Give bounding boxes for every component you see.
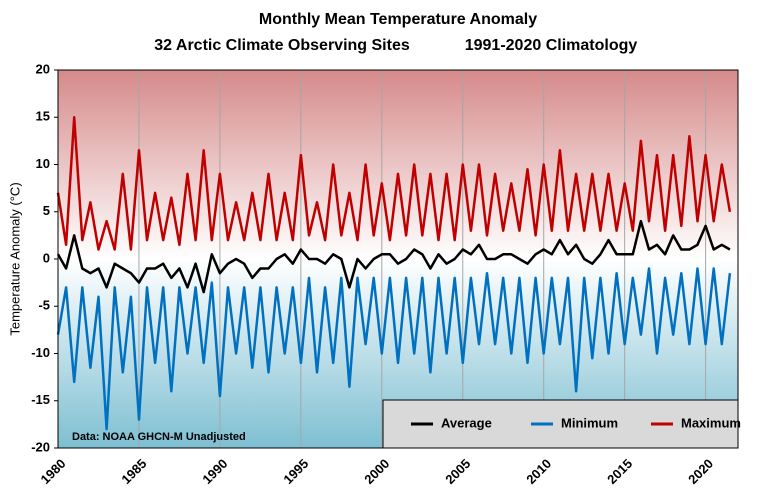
y-tick-label: 10 — [36, 156, 50, 171]
subtitle: 1991-2020 Climatology — [465, 37, 638, 54]
x-tick-label: 2020 — [685, 456, 716, 487]
x-tick-label: 2015 — [604, 456, 635, 487]
x-tick-label: 2010 — [523, 456, 554, 487]
x-tick-label: 2005 — [442, 456, 473, 487]
x-tick-label: 1985 — [118, 456, 149, 487]
y-tick-label: 20 — [36, 61, 50, 76]
y-tick-label: 5 — [43, 203, 50, 218]
y-tick-label: -5 — [38, 298, 50, 313]
data-line — [56, 116, 732, 251]
data-line — [56, 267, 732, 431]
y-tick-label: -20 — [31, 439, 50, 454]
legend-label: Maximum — [681, 415, 741, 430]
y-axis-label: Temperature Anomaly (°C) — [7, 182, 22, 335]
annotation: Data: NOAA GHCN-M Unadjusted — [72, 431, 246, 443]
x-tick-label: 2000 — [361, 456, 392, 487]
y-tick-label: -10 — [31, 345, 50, 360]
legend-label: Average — [441, 415, 492, 430]
legend-box — [382, 399, 739, 449]
data-line — [56, 219, 731, 294]
legend-label: Minimum — [561, 415, 618, 430]
x-tick-label: 1995 — [280, 456, 311, 487]
subtitle: 32 Arctic Climate Observing Sites — [154, 37, 410, 54]
plot-area — [58, 70, 738, 448]
y-tick-label: -15 — [31, 392, 50, 407]
x-tick-label: 1990 — [199, 456, 230, 487]
y-tick-label: 15 — [36, 109, 50, 124]
x-tick-label: 1980 — [37, 456, 68, 487]
y-tick-label: 0 — [43, 250, 50, 265]
chart-title: Monthly Mean Temperature Anomaly — [259, 11, 537, 28]
